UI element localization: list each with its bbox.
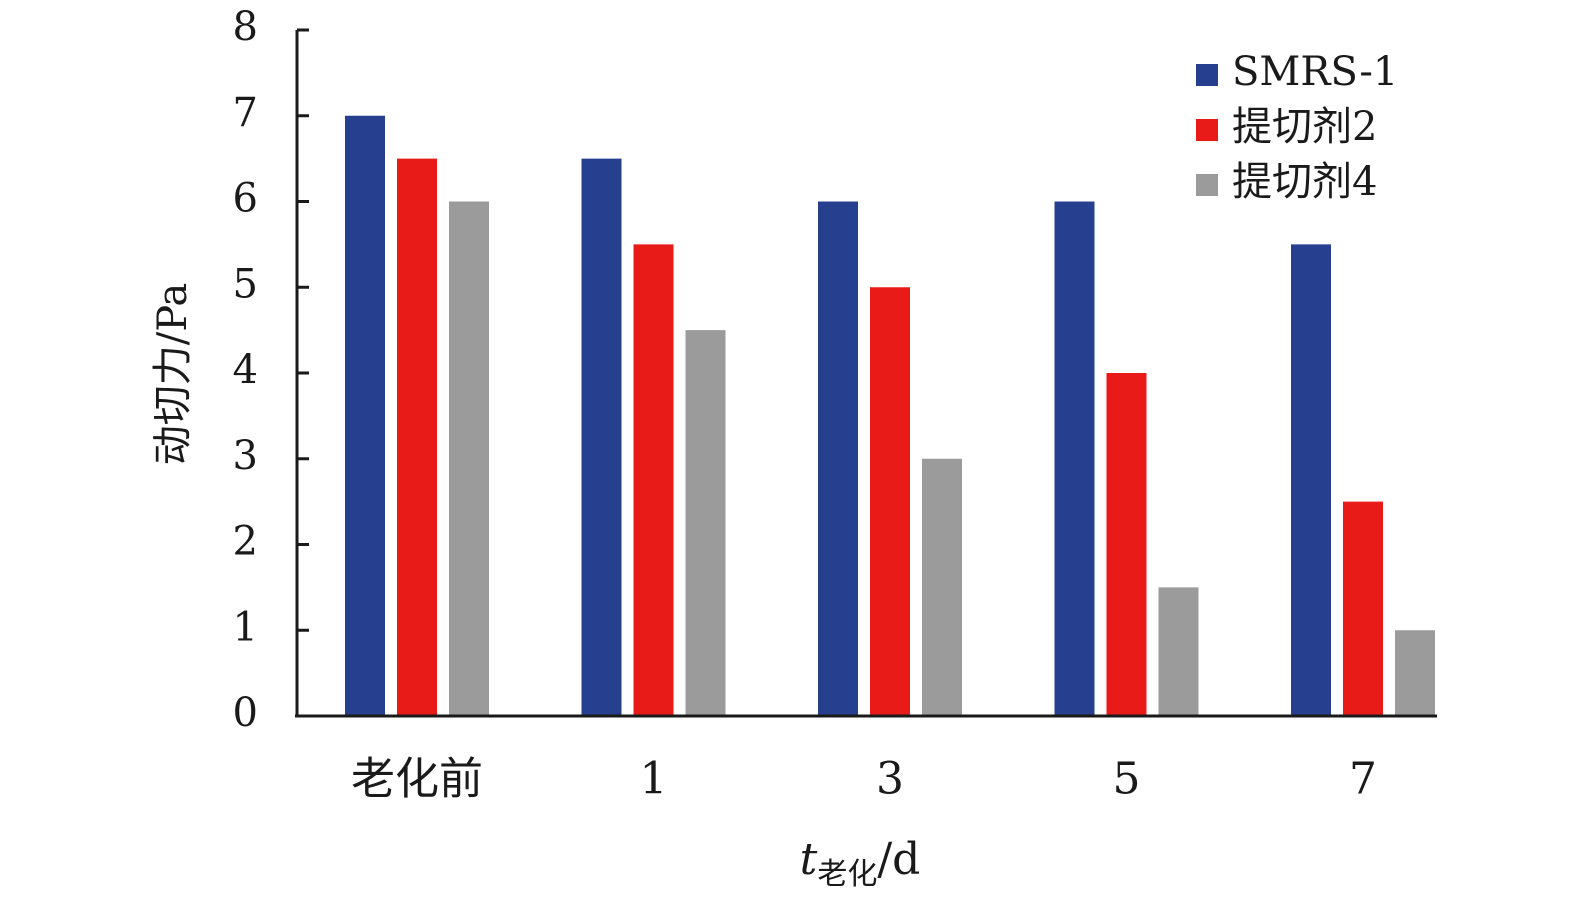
legend-swatch-2 [1196,119,1218,141]
bars-group [345,115,1435,716]
legend-label-3: 提切剂4 [1232,159,1377,205]
x-category-label: 老化前 [351,754,483,805]
y-ticks-group: 0 1 2 3 4 5 6 7 8 [233,4,309,736]
bar-series-3-1 [685,330,726,716]
legend-label-1: SMRS-1 [1232,49,1398,95]
x-category-label: 3 [876,754,904,805]
x-category-label: 5 [1113,754,1141,805]
bar-series-3-5 [1158,587,1199,716]
bar-series-1-1 [581,158,622,716]
x-axis-label: t老化/d [800,834,921,892]
bar-series-3-老化前 [449,201,489,716]
bar-series-2-老化前 [397,158,437,716]
bar-series-2-1 [633,244,674,716]
bar-series-3-7 [1395,630,1435,716]
x-category-label: 1 [640,754,668,805]
y-tick-label: 7 [233,90,258,136]
y-tick-label: 3 [233,433,258,479]
bar-series-1-3 [818,201,858,716]
y-tick-label: 2 [233,519,258,565]
y-axis-label: 动切力/Pa [150,283,196,465]
x-axis-label-unit: /d [877,834,920,885]
y-tick-label: 0 [233,690,258,736]
bar-series-1-老化前 [345,115,385,716]
bar-series-2-7 [1343,501,1383,716]
x-category-label: 7 [1349,754,1377,805]
y-tick-label: 6 [233,176,258,222]
y-tick-label: 8 [233,4,258,50]
legend-label-2: 提切剂2 [1232,104,1377,150]
bar-series-3-3 [922,458,962,716]
y-tick-label: 4 [233,347,258,393]
bar-series-1-7 [1291,244,1331,716]
x-categories-group: 老化前 1 3 5 7 [351,754,1377,805]
legend-swatch-3 [1196,174,1218,196]
legend-swatch-1 [1196,64,1218,86]
bar-series-1-5 [1054,201,1095,716]
x-axis-label-main: t [800,834,818,885]
legend: SMRS-1 提切剂2 提切剂4 [1196,49,1398,205]
y-tick-label: 1 [233,604,258,650]
bar-series-2-5 [1106,373,1147,716]
x-axis-label-sub: 老化 [817,857,877,892]
y-tick-label: 5 [233,261,258,307]
bar-series-2-3 [870,287,910,716]
